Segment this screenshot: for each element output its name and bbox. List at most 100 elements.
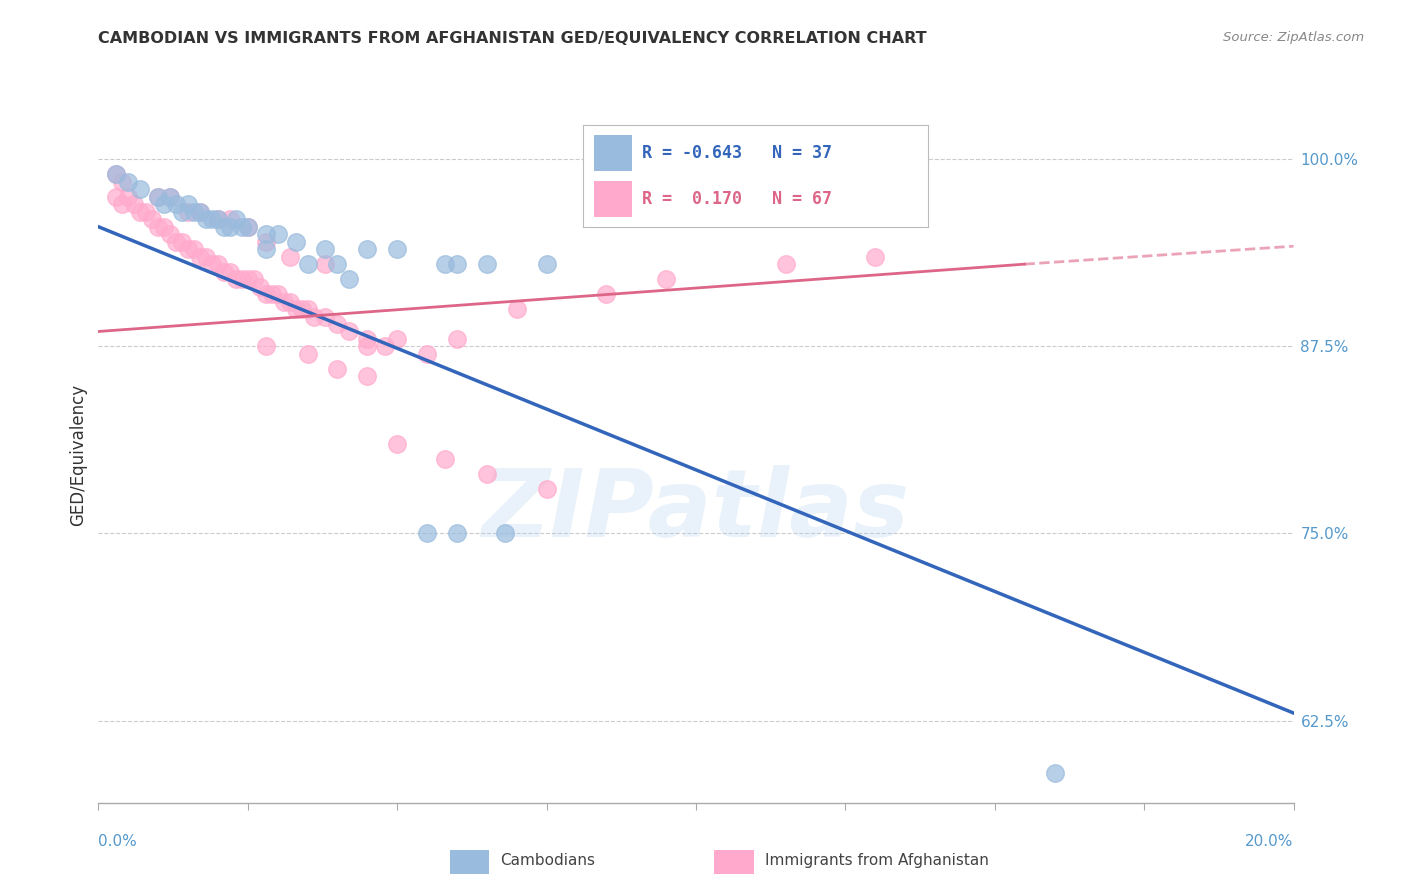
Text: CAMBODIAN VS IMMIGRANTS FROM AFGHANISTAN GED/EQUIVALENCY CORRELATION CHART: CAMBODIAN VS IMMIGRANTS FROM AFGHANISTAN…	[98, 31, 927, 46]
Point	[219, 219, 242, 234]
Point	[506, 301, 529, 316]
Text: Immigrants from Afghanistan: Immigrants from Afghanistan	[765, 854, 988, 868]
Point	[225, 272, 247, 286]
Point	[291, 301, 314, 316]
Point	[201, 257, 224, 271]
Point	[254, 242, 277, 256]
Point	[153, 197, 176, 211]
Point	[416, 526, 439, 541]
Point	[117, 175, 139, 189]
Point	[172, 235, 194, 249]
Point	[201, 212, 224, 227]
Point	[315, 310, 337, 324]
Point	[236, 219, 259, 234]
Point	[159, 190, 181, 204]
Point	[260, 287, 283, 301]
Point	[231, 272, 253, 286]
Bar	[593, 181, 631, 218]
Point	[536, 257, 558, 271]
Point	[212, 219, 235, 234]
Point	[188, 204, 211, 219]
Y-axis label: GED/Equivalency: GED/Equivalency	[69, 384, 87, 526]
Point	[297, 257, 319, 271]
Point	[865, 250, 887, 264]
Point	[356, 242, 378, 256]
Point	[148, 190, 170, 204]
Point	[207, 212, 229, 227]
Text: Cambodians: Cambodians	[501, 854, 596, 868]
Point	[117, 190, 139, 204]
Point	[249, 279, 271, 293]
Text: ZIPatlas: ZIPatlas	[482, 465, 910, 557]
Point	[385, 242, 409, 256]
Point	[356, 339, 378, 353]
Point	[326, 362, 349, 376]
Point	[326, 257, 349, 271]
Point	[183, 204, 205, 219]
Point	[195, 250, 218, 264]
Bar	[593, 136, 631, 171]
Bar	[450, 849, 489, 874]
Point	[284, 301, 307, 316]
Point	[385, 436, 409, 450]
Point	[177, 242, 200, 256]
Point	[207, 257, 229, 271]
Point	[356, 332, 378, 346]
Point	[446, 332, 468, 346]
Point	[278, 250, 301, 264]
Point	[105, 190, 128, 204]
Point	[148, 190, 170, 204]
Text: Source: ZipAtlas.com: Source: ZipAtlas.com	[1223, 31, 1364, 45]
Point	[225, 212, 247, 227]
Point	[165, 197, 187, 211]
Point	[188, 250, 211, 264]
Point	[165, 235, 187, 249]
Point	[129, 204, 152, 219]
Point	[236, 272, 259, 286]
Point	[416, 347, 439, 361]
Point	[183, 242, 205, 256]
Point	[775, 257, 797, 271]
Point	[315, 257, 337, 271]
Point	[219, 212, 242, 227]
Point	[475, 467, 498, 481]
Point	[129, 182, 152, 196]
Point	[177, 204, 200, 219]
Point	[207, 212, 229, 227]
Point	[278, 294, 301, 309]
Point	[446, 257, 468, 271]
Point	[655, 272, 678, 286]
Point	[141, 212, 163, 227]
Point	[356, 369, 378, 384]
Point	[254, 235, 277, 249]
Point	[254, 227, 277, 242]
Point	[159, 190, 181, 204]
Point	[148, 219, 170, 234]
Point	[231, 219, 253, 234]
Point	[475, 257, 498, 271]
Point	[153, 219, 176, 234]
Point	[267, 287, 290, 301]
Point	[446, 526, 468, 541]
Point	[111, 175, 134, 189]
Point	[297, 301, 319, 316]
Point	[135, 204, 157, 219]
Point	[236, 219, 259, 234]
Point	[339, 272, 360, 286]
Text: 20.0%: 20.0%	[1246, 834, 1294, 849]
Point	[434, 451, 457, 466]
Point	[195, 212, 218, 227]
Text: 0.0%: 0.0%	[98, 834, 138, 849]
Text: R = -0.643   N = 37: R = -0.643 N = 37	[643, 145, 832, 162]
Point	[536, 482, 558, 496]
Point	[105, 167, 128, 181]
Point	[339, 325, 360, 339]
Point	[172, 204, 194, 219]
Point	[302, 310, 325, 324]
Point	[434, 257, 457, 271]
Point	[494, 526, 516, 541]
Point	[124, 197, 146, 211]
Point	[1043, 765, 1066, 780]
Point	[284, 235, 307, 249]
Point	[297, 347, 319, 361]
